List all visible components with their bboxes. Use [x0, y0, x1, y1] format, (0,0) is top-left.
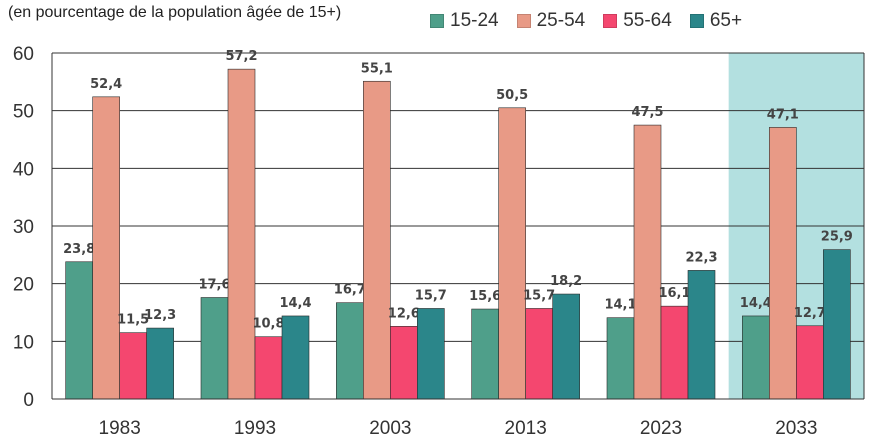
bar-15-24-2033	[742, 315, 770, 400]
legend-label: 55-64	[623, 10, 672, 31]
y-tick-label: 50	[13, 102, 34, 123]
data-label: 23,8	[63, 242, 95, 257]
data-label: 10,8	[252, 317, 284, 332]
bar-15-24-2003	[336, 302, 364, 400]
bar-55-64-1993	[254, 336, 283, 400]
bar-65+-2003	[417, 308, 445, 400]
bar-25-54-2023	[633, 124, 662, 400]
chart-subtitle: (en pourcentage de la population âgée de…	[8, 4, 342, 21]
data-label: 47,1	[767, 107, 799, 122]
chart-legend: 15-24 25-54 55-64 65+	[430, 10, 760, 32]
bar-25-54-2033	[769, 127, 797, 400]
legend-swatch	[689, 14, 704, 28]
x-tick-label: 2013	[505, 418, 547, 439]
data-label: 47,5	[631, 105, 663, 120]
legend-swatch	[516, 14, 531, 28]
x-tick-label: 1983	[99, 418, 141, 439]
bar-15-24-1983	[65, 261, 93, 400]
data-label: 12,6	[388, 306, 420, 321]
bar-15-24-2023	[606, 317, 635, 400]
data-label: 16,1	[658, 286, 690, 301]
data-label: 55,1	[361, 61, 393, 76]
bar-25-54-2013	[498, 107, 526, 400]
y-tick-label: 40	[13, 159, 34, 180]
x-tick-label: 2023	[640, 418, 682, 439]
bar-55-64-2003	[390, 326, 418, 400]
bar-25-54-1983	[92, 96, 120, 400]
bar-65+-2013	[552, 293, 580, 400]
data-label: 15,7	[523, 288, 555, 303]
bar-65+-1993	[281, 315, 310, 400]
x-tick-label: 2033	[775, 418, 817, 439]
legend-label: 65+	[709, 10, 743, 31]
data-label: 15,7	[415, 288, 447, 303]
legend-item: 25-54	[516, 10, 586, 32]
data-label: 14,4	[740, 296, 772, 311]
data-label: 17,6	[198, 278, 230, 293]
x-tick-label: 2003	[369, 418, 411, 439]
data-label: 14,4	[279, 296, 311, 311]
bar-15-24-2013	[471, 308, 499, 400]
data-label: 16,7	[334, 283, 366, 298]
x-tick-label: 1993	[234, 418, 276, 439]
bar-65+-2033	[823, 249, 851, 400]
bar-25-54-2003	[363, 80, 391, 400]
legend-swatch	[430, 14, 444, 28]
legend-swatch	[603, 14, 618, 28]
data-label: 12,3	[144, 308, 176, 323]
y-tick-label: 0	[23, 390, 34, 411]
data-label: 14,1	[604, 298, 636, 313]
bar-15-24-1993	[200, 297, 229, 400]
data-label: 25,9	[821, 230, 853, 245]
legend-item: 65+	[689, 10, 743, 32]
y-tick-label: 20	[13, 275, 34, 296]
bar-55-64-2033	[796, 325, 824, 400]
y-tick-label: 30	[13, 217, 34, 238]
data-label: 52,4	[90, 77, 122, 92]
data-label: 12,7	[794, 306, 826, 321]
data-label: 15,6	[469, 289, 501, 304]
legend-label: 25-54	[536, 10, 586, 31]
data-label: 22,3	[685, 250, 717, 265]
bar-55-64-2023	[660, 305, 689, 400]
bar-65+-2023	[687, 270, 716, 400]
data-label: 11,5	[117, 313, 149, 328]
data-label: 50,5	[496, 88, 528, 103]
legend-label: 15-24	[450, 10, 499, 31]
bar-65+-1983	[146, 327, 174, 400]
data-label: 18,2	[550, 274, 582, 289]
y-tick-label: 10	[13, 332, 34, 353]
bar-55-64-2013	[525, 308, 553, 400]
legend-item: 15-24	[430, 10, 499, 32]
y-tick-label: 60	[13, 44, 34, 65]
data-label: 57,2	[225, 49, 257, 64]
bar-55-64-1983	[119, 332, 147, 400]
legend-item: 55-64	[603, 10, 672, 32]
bar-25-54-1993	[227, 68, 256, 400]
